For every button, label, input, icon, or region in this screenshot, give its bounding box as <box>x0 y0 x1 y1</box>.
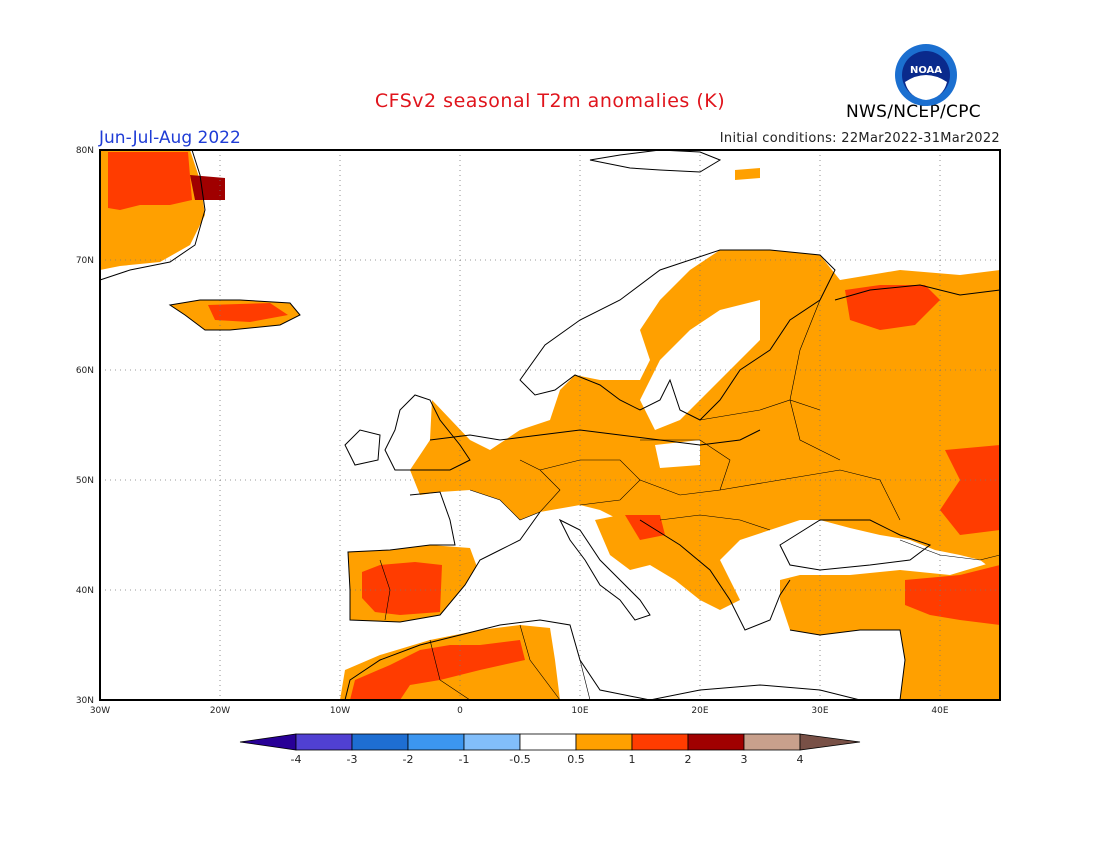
colorbar-segment <box>463 733 521 751</box>
lat-label: 30N <box>76 696 94 706</box>
coastline-north-africa <box>344 619 861 701</box>
noaa-logo: NOAA <box>895 44 957 106</box>
coastlines <box>99 149 1001 701</box>
colorbar-tick: -4 <box>291 753 302 766</box>
lon-label: 20W <box>210 706 230 716</box>
longitude-labels: 30W 20W 10W 0 10E 20E 30E 40E <box>90 706 949 716</box>
lat-label: 60N <box>76 366 94 376</box>
colorbar-segment <box>799 733 861 751</box>
coastline-kola <box>834 284 1001 301</box>
coastline-balkans <box>639 519 791 631</box>
lon-label: 10E <box>571 706 588 716</box>
strong-anomaly-russia-north <box>845 285 940 330</box>
coastline-biscay <box>347 491 541 623</box>
colorbar-segment <box>687 733 745 751</box>
coastline-greenland <box>99 149 206 281</box>
logo-bird <box>905 75 947 100</box>
colorbar-segment <box>743 733 801 751</box>
colorbar-segment <box>351 733 409 751</box>
colorbar-tick: 4 <box>797 753 804 766</box>
season-label: Jun-Jul-Aug 2022 <box>99 128 241 148</box>
anomaly-region-italy-balkans <box>595 515 740 610</box>
lon-label: 20E <box>691 706 708 716</box>
very-strong-anomaly-greenland <box>190 175 225 200</box>
colorbar-segment <box>631 733 689 751</box>
border-north-africa <box>429 624 591 701</box>
lat-label: 70N <box>76 256 94 266</box>
colorbar-segment <box>239 733 297 751</box>
strong-anomaly-caucasus <box>905 565 1000 625</box>
border-caucasus <box>899 539 1001 561</box>
colorbar <box>239 733 861 751</box>
lon-label: 0 <box>457 706 463 716</box>
colorbar-tick: -0.5 <box>509 753 530 766</box>
colorbar-segment <box>575 733 633 751</box>
coastline-iceland <box>168 299 301 331</box>
border-poland <box>639 439 731 496</box>
coastline-svalbard <box>589 149 722 173</box>
lat-label: 40N <box>76 586 94 596</box>
coastline-italy <box>558 518 651 621</box>
colorbar-tick: -2 <box>403 753 414 766</box>
border-baltics <box>699 399 821 421</box>
colorbar-segment <box>295 733 353 751</box>
strong-anomaly-adriatic <box>625 515 665 540</box>
border-ukraine <box>719 469 901 521</box>
lon-label: 10W <box>330 706 350 716</box>
lon-label: 40E <box>931 706 948 716</box>
anomaly-field <box>100 150 1000 700</box>
lat-label: 80N <box>76 146 94 156</box>
agency-label: NWS/NCEP/CPC <box>846 102 981 122</box>
coastline-europe-atlantic <box>429 429 761 446</box>
strong-anomaly-iceland <box>208 303 288 322</box>
map-panel <box>99 149 1001 701</box>
strong-anomaly-russia-south <box>940 445 1000 535</box>
strong-anomaly-greenland <box>108 152 192 210</box>
colorbar-tick: 0.5 <box>567 753 585 766</box>
anomaly-region-europe <box>410 250 1000 575</box>
colorbar-tick: 3 <box>741 753 748 766</box>
lon-label: 30E <box>811 706 828 716</box>
neutral-region-poland <box>655 440 700 468</box>
colorbar-tick: 2 <box>685 753 692 766</box>
coastline-britain <box>384 394 471 471</box>
border-germany <box>539 459 641 506</box>
coastline-ireland <box>344 429 381 466</box>
strong-anomaly-iberia <box>362 562 442 615</box>
coastline-black-sea <box>779 519 932 571</box>
lon-label: 30W <box>90 706 110 716</box>
colorbar-tick: -3 <box>347 753 358 766</box>
colorbar-labels: -4 -3 -2 -1 -0.5 0.5 1 2 3 4 <box>291 753 804 766</box>
map-frame <box>99 149 1001 701</box>
colorbar-segment <box>407 733 465 751</box>
lat-label: 50N <box>76 476 94 486</box>
colorbar-tick: -1 <box>459 753 470 766</box>
initial-conditions-label: Initial conditions: 22Mar2022-31Mar2022 <box>719 131 1000 146</box>
border-iberia <box>379 559 391 621</box>
logo-text: NOAA <box>910 65 942 76</box>
border-russia-west <box>789 299 841 461</box>
coastline-scandinavia <box>519 249 836 421</box>
graticule <box>100 150 1000 700</box>
colorbar-tick: 1 <box>629 753 636 766</box>
map-title: CFSv2 seasonal T2m anomalies (K) <box>374 90 726 112</box>
latitude-labels: 80N 70N 60N 50N 40N 30N <box>76 146 94 706</box>
coastline-turkey <box>789 629 906 701</box>
border-balkans <box>659 514 771 531</box>
political-borders <box>379 299 1001 701</box>
anomaly-region-svalbard <box>735 168 760 180</box>
colorbar-segment <box>519 733 577 751</box>
neutral-region-mediterranean-coast <box>470 520 570 580</box>
